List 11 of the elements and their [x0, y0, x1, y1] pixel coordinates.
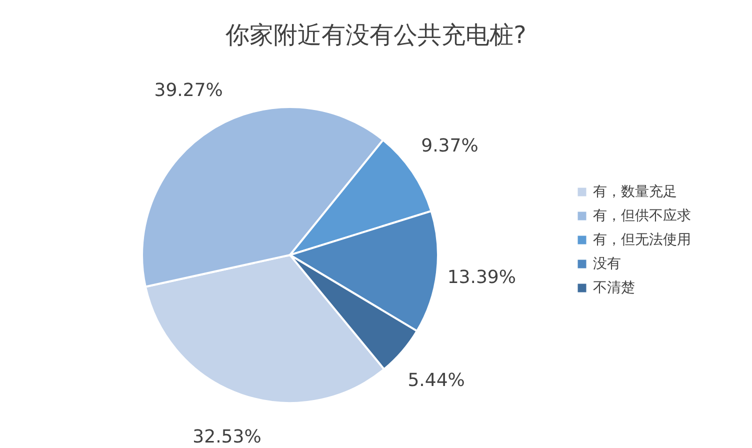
data-label: 32.53%: [192, 426, 262, 448]
data-label: 13.39%: [447, 266, 516, 288]
legend-label: 有，但无法使用: [593, 232, 691, 248]
chart-title: 你家附近有没有公共充电桩?: [224, 21, 526, 49]
legend-label: 没有: [593, 256, 621, 272]
data-label: 39.27%: [154, 80, 223, 101]
legend-label: 不清楚: [593, 280, 635, 296]
legend-label: 有，但供不应求: [593, 208, 691, 224]
legend-label: 有，数量充足: [593, 184, 677, 200]
data-label: 5.44%: [408, 370, 465, 391]
data-label: 9.37%: [421, 136, 478, 157]
